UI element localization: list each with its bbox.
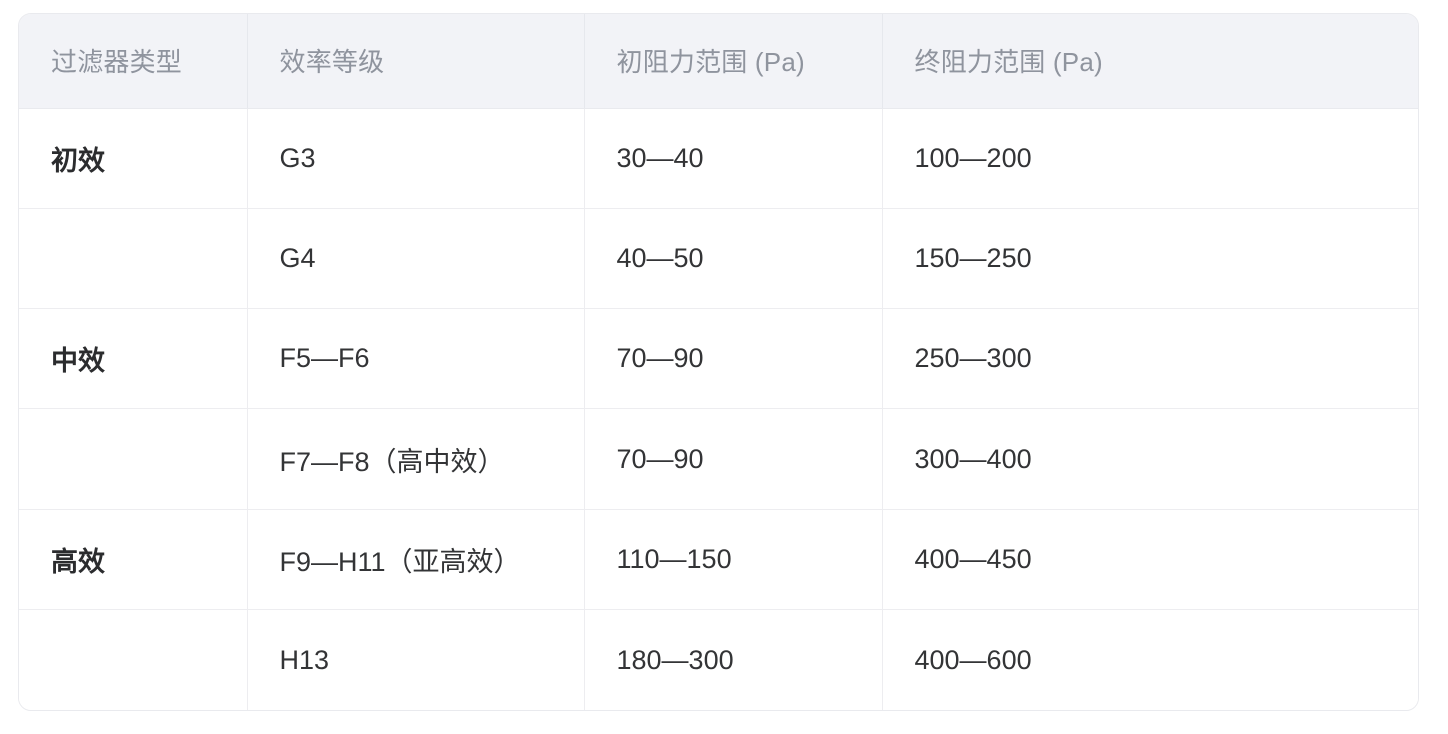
table-row: 中效 F5—F6 70—90 250—300 [19,308,1418,410]
cell-final-resistance: 400—450 [882,509,1418,611]
cell-filter-type: 中效 [19,308,248,410]
cell-efficiency-grade: H13 [247,609,585,710]
cell-initial-resistance: 70—90 [584,408,883,510]
cell-final-resistance: 300—400 [882,408,1418,510]
table-row: F7—F8（高中效） 70—90 300—400 [19,408,1418,510]
cell-efficiency-grade: F5—F6 [247,308,585,410]
header-row: 过滤器类型 效率等级 初阻力范围 (Pa) 终阻力范围 (Pa) [19,14,1418,109]
cell-initial-resistance: 70—90 [584,308,883,410]
table-header: 过滤器类型 效率等级 初阻力范围 (Pa) 终阻力范围 (Pa) [19,14,1418,109]
cell-final-resistance: 250—300 [882,308,1418,410]
column-header-initial-resistance[interactable]: 初阻力范围 (Pa) [584,14,883,109]
cell-initial-resistance: 40—50 [584,208,883,310]
cell-filter-type [19,609,248,710]
cell-final-resistance: 100—200 [882,108,1418,209]
table-body: 初效 G3 30—40 100—200 G4 40—50 150—250 中效 … [19,108,1418,710]
table-row: 高效 F9—H11（亚高效） 110—150 400—450 [19,509,1418,611]
cell-final-resistance: 400—600 [882,609,1418,710]
column-header-filter-type[interactable]: 过滤器类型 [19,14,248,109]
filter-spec-table: 过滤器类型 效率等级 初阻力范围 (Pa) 终阻力范围 (Pa) 初效 G3 3… [19,14,1418,710]
column-header-final-resistance[interactable]: 终阻力范围 (Pa) [882,14,1418,109]
cell-filter-type: 高效 [19,509,248,611]
cell-initial-resistance: 180—300 [584,609,883,710]
cell-final-resistance: 150—250 [882,208,1418,310]
table-row: H13 180—300 400—600 [19,609,1418,710]
cell-filter-type [19,208,248,310]
table-row: G4 40—50 150—250 [19,208,1418,310]
cell-initial-resistance: 110—150 [584,509,883,611]
table-row: 初效 G3 30—40 100—200 [19,108,1418,209]
cell-initial-resistance: 30—40 [584,108,883,209]
column-header-efficiency-grade[interactable]: 效率等级 [247,14,585,109]
cell-filter-type [19,408,248,510]
cell-efficiency-grade: F7—F8（高中效） [247,408,585,510]
cell-filter-type: 初效 [19,108,248,209]
cell-efficiency-grade: F9—H11（亚高效） [247,509,585,611]
cell-efficiency-grade: G4 [247,208,585,310]
filter-spec-table-card: 过滤器类型 效率等级 初阻力范围 (Pa) 终阻力范围 (Pa) 初效 G3 3… [18,13,1419,711]
cell-efficiency-grade: G3 [247,108,585,209]
